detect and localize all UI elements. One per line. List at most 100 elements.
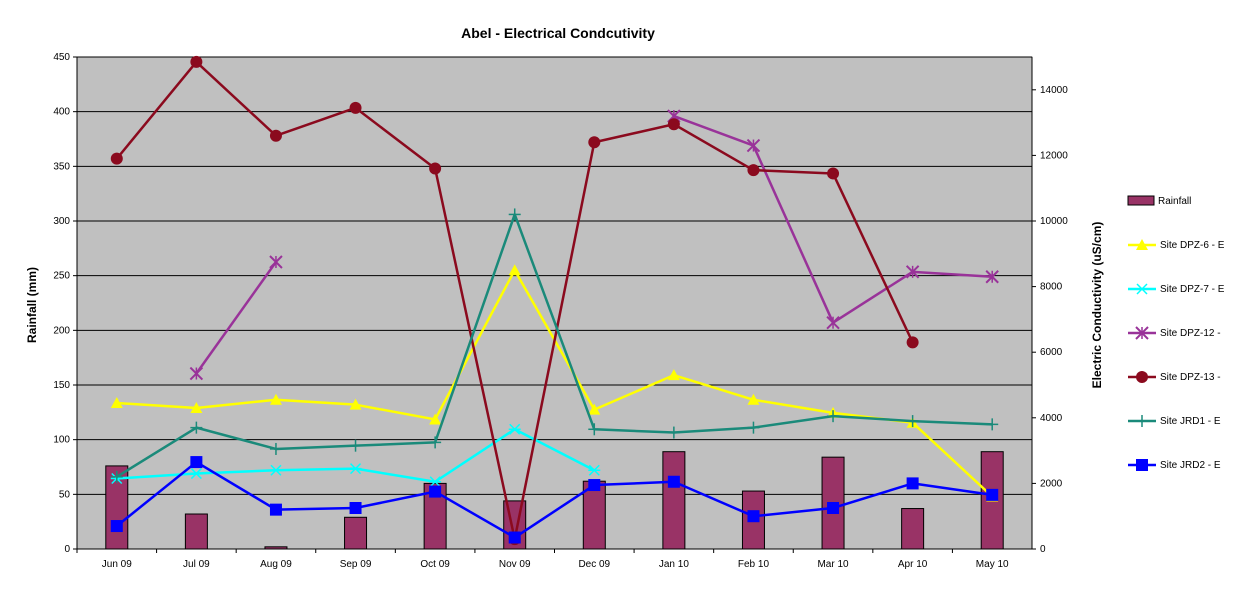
series-4-point	[190, 55, 203, 68]
y2-tick-label: 8000	[1040, 282, 1063, 293]
series-2-point	[508, 423, 521, 435]
series-4-point	[588, 136, 601, 149]
legend-label: Site DPZ-12 -	[1160, 328, 1221, 339]
series-4-point	[349, 101, 362, 114]
series-1-point	[667, 369, 680, 381]
series-6-point	[110, 520, 123, 533]
series-1-point	[747, 393, 760, 405]
legend-swatch-marker	[1135, 326, 1149, 340]
series-5-point	[429, 436, 442, 449]
series-5-point	[667, 426, 680, 439]
series-4-point	[429, 162, 442, 175]
series-2-point	[429, 476, 442, 488]
x-tick-label: Feb 10	[738, 559, 770, 570]
legend-label: Site DPZ-7 - E	[1160, 284, 1225, 295]
series-1-point	[190, 401, 203, 413]
series-4-point	[747, 164, 760, 177]
series-6-point	[986, 488, 999, 501]
series-1-point	[110, 397, 123, 409]
series-6-point	[269, 503, 282, 516]
series-1-point	[429, 413, 442, 425]
legend-swatch-marker	[1136, 283, 1148, 295]
series-6-point	[190, 456, 203, 469]
series-4-point	[827, 167, 840, 180]
series-1-point	[269, 393, 282, 405]
y2-tick-label: 12000	[1040, 150, 1068, 161]
x-tick-label: Sep 09	[340, 559, 372, 570]
series-2-point	[190, 468, 203, 480]
x-tick-label: Aug 09	[260, 559, 292, 570]
legend-swatch-marker	[1136, 459, 1148, 471]
series-5-point	[906, 415, 919, 428]
plot-area	[76, 56, 1033, 550]
series-3-point	[905, 265, 920, 279]
series-5-point	[986, 418, 999, 431]
legend-label-rainfall: Rainfall	[1158, 196, 1191, 207]
series-6-point	[349, 502, 362, 514]
y2-tick-label: 2000	[1040, 478, 1063, 489]
y-tick-label: 200	[53, 325, 70, 336]
series-3-line	[195, 261, 277, 375]
series-1-point	[349, 398, 362, 410]
series-5-point	[110, 470, 123, 483]
series-4-point	[110, 152, 123, 165]
x-tick-label: Jun 09	[102, 559, 132, 570]
series-5-point	[190, 421, 203, 434]
series-2-point	[269, 464, 282, 476]
series-6-point	[747, 510, 760, 523]
bar-rainfall	[901, 508, 925, 550]
y2-tick-label: 14000	[1040, 85, 1068, 96]
series-4-point	[269, 129, 282, 142]
series-6-point	[588, 479, 601, 492]
bar-rainfall	[344, 516, 368, 550]
y-tick-label: 0	[64, 544, 70, 555]
y-tick-label: 300	[53, 216, 70, 227]
y2-tick-label: 4000	[1040, 413, 1063, 424]
y-tick-label: 100	[53, 435, 70, 446]
legend-swatch-marker	[1136, 239, 1148, 250]
legend-label: Site DPZ-13 -	[1160, 372, 1221, 383]
legend-swatch-marker	[1136, 415, 1148, 427]
series-2-point	[588, 464, 601, 476]
series-4-point	[667, 118, 680, 131]
legend-label: Site DPZ-6 - E	[1160, 240, 1225, 251]
legend-label: Site JRD1 - E	[1160, 416, 1221, 427]
y-tick-label: 50	[59, 489, 71, 500]
y-axis-title: Rainfall (mm)	[25, 267, 39, 343]
bar-rainfall	[423, 482, 447, 550]
bar-rainfall	[264, 546, 288, 550]
series-2-point	[349, 463, 362, 475]
series-1-point	[588, 403, 601, 415]
x-tick-label: Nov 09	[499, 559, 531, 570]
series-6-line	[116, 460, 993, 539]
x-tick-label: Dec 09	[578, 559, 610, 570]
y2-tick-label: 10000	[1040, 216, 1068, 227]
series-5-point	[588, 423, 601, 436]
series-6-point	[508, 531, 521, 544]
series-6-point	[429, 485, 442, 498]
x-tick-label: Jul 09	[183, 559, 210, 570]
series-5-point	[349, 439, 362, 452]
legend-swatch-marker	[1136, 371, 1148, 383]
y-tick-label: 250	[53, 271, 70, 282]
y2-tick-label: 0	[1040, 544, 1046, 555]
series-5-point	[747, 421, 760, 434]
series-6-point	[906, 477, 919, 490]
x-tick-label: Apr 10	[898, 559, 928, 570]
bar-rainfall	[662, 451, 686, 550]
series-5-point	[827, 410, 840, 423]
y2-axis-title: Electric Conductivity (uS/cm)	[1090, 222, 1104, 389]
x-tick-label: May 10	[976, 559, 1009, 570]
series-6-point	[667, 475, 680, 488]
series-3-point	[826, 315, 840, 330]
series-6-point	[827, 502, 840, 514]
bar-rainfall	[184, 513, 208, 550]
x-tick-label: Mar 10	[817, 559, 849, 570]
x-tick-label: Oct 09	[420, 559, 450, 570]
y-tick-label: 400	[53, 107, 70, 118]
series-5-point	[269, 442, 282, 455]
series-5-point	[508, 208, 521, 221]
series-3-point	[746, 138, 761, 153]
